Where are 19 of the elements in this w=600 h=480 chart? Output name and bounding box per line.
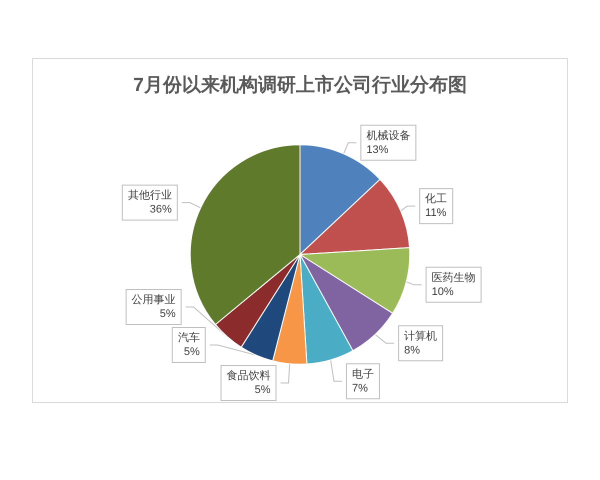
slice-label: 电子: [352, 367, 374, 380]
slice-label: 计算机: [404, 329, 438, 342]
data-label: 7%: [352, 382, 368, 394]
data-label: 5%: [160, 308, 176, 320]
data-label: 8%: [404, 344, 420, 356]
slice-label: 汽车: [178, 331, 200, 344]
data-label: 36%: [150, 204, 172, 216]
slice-label: 食品饮料: [226, 369, 271, 382]
data-label: 5%: [184, 346, 200, 358]
slice-label: 医药生物: [432, 270, 476, 284]
slice-label: 化工: [425, 193, 448, 206]
chart-title: 7月份以来机构调研上市公司行业分布图: [133, 74, 467, 96]
data-label: 10%: [432, 286, 454, 298]
data-label: 5%: [254, 384, 271, 396]
slice-label: 机械设备: [366, 128, 410, 142]
data-label: 13%: [366, 144, 389, 156]
data-label: 11%: [425, 207, 447, 220]
slice-label: 公用事业: [132, 293, 176, 306]
slice-label: 其他行业: [128, 188, 172, 202]
